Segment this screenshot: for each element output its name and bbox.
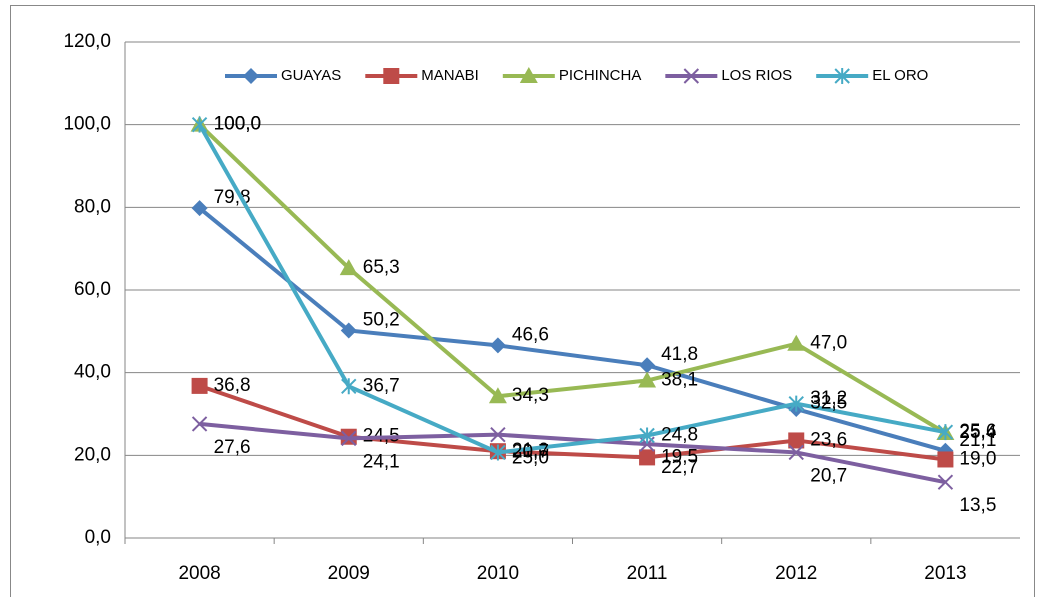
- data-label: 22,7: [661, 457, 698, 478]
- marker: [489, 337, 506, 354]
- legend-item: LOS RIOS: [665, 67, 792, 84]
- x-tick-label: 2008: [178, 563, 220, 584]
- series: 100,0 36,7 20,7 24,8 32,5 25,6: [191, 114, 996, 462]
- data-label: 25,0: [512, 448, 549, 469]
- marker: [191, 200, 208, 217]
- legend-label: PICHINCHA: [559, 67, 642, 84]
- data-label: 79,8: [214, 187, 251, 208]
- marker: [243, 68, 259, 84]
- data-label: 24,8: [661, 425, 698, 446]
- data-label: 19,0: [959, 448, 996, 469]
- y-tick-label: 40,0: [74, 362, 111, 383]
- marker: [937, 424, 954, 441]
- legend-label: EL ORO: [872, 67, 928, 84]
- data-label: 36,8: [214, 375, 251, 396]
- marker: [787, 334, 806, 351]
- data-label: 65,3: [363, 257, 400, 278]
- x-tick-label: 2011: [627, 563, 668, 584]
- data-label: 20,7: [810, 465, 847, 486]
- x-tick-label: 2010: [477, 563, 519, 584]
- data-label: 27,6: [214, 437, 251, 458]
- x-tick-label: 2012: [775, 563, 817, 584]
- legend-item: EL ORO: [816, 67, 928, 84]
- data-label: 24,1: [363, 451, 400, 472]
- series: 100,0 65,3 34,3 38,1 47,0 25,4: [190, 114, 997, 443]
- marker: [519, 67, 538, 83]
- marker: [339, 259, 358, 276]
- data-label: 25,6: [959, 421, 996, 442]
- data-label: 36,7: [363, 375, 400, 396]
- data-label: 19,5: [661, 446, 698, 467]
- marker: [490, 426, 506, 443]
- data-label: 50,2: [363, 310, 400, 331]
- marker: [488, 387, 507, 404]
- data-label: 47,0: [810, 333, 847, 354]
- data-label: 41,8: [661, 344, 698, 365]
- series-line: [197, 123, 946, 455]
- marker: [490, 444, 506, 461]
- data-label: 32,5: [810, 393, 847, 414]
- data-label: 100,0: [214, 114, 262, 135]
- legend-label: GUAYAS: [281, 67, 341, 84]
- y-tick-label: 80,0: [74, 196, 111, 217]
- y-tick-label: 100,0: [63, 114, 111, 135]
- marker: [638, 371, 657, 388]
- marker: [639, 427, 655, 444]
- x-tick-label: 2013: [924, 563, 966, 584]
- data-label: 31,2: [810, 388, 847, 409]
- marker: [341, 430, 357, 447]
- marker: [834, 68, 850, 84]
- marker: [191, 377, 208, 394]
- data-label: 13,5: [959, 495, 996, 516]
- marker: [191, 116, 208, 133]
- marker: [341, 378, 357, 395]
- chart-frame: [10, 5, 1035, 597]
- marker: [639, 449, 656, 466]
- y-tick-label: 120,0: [63, 31, 111, 52]
- marker: [788, 432, 805, 449]
- data-label: 100,0: [214, 114, 262, 135]
- legend-label: LOS RIOS: [721, 67, 792, 84]
- y-tick-label: 20,0: [74, 444, 111, 465]
- legend-item: MANABI: [365, 67, 479, 84]
- marker: [639, 357, 656, 374]
- series-line: [198, 383, 946, 462]
- marker: [340, 322, 357, 339]
- marker: [383, 68, 400, 84]
- series: 27,6 24,1 25,0 22,7 20,7 13,5: [191, 416, 996, 516]
- legend-item: GUAYAS: [225, 67, 341, 84]
- marker: [788, 444, 804, 461]
- marker: [683, 68, 700, 84]
- legend-label: MANABI: [421, 67, 479, 84]
- series-line: [198, 123, 947, 435]
- data-label: 23,6: [810, 429, 847, 450]
- data-label: 34,3: [512, 385, 549, 406]
- x-tick-label: 2009: [328, 563, 370, 584]
- marker: [937, 451, 954, 468]
- marker: [191, 416, 208, 432]
- series-line: [199, 421, 946, 485]
- marker: [788, 395, 804, 412]
- data-label: 25,4: [959, 422, 996, 443]
- y-tick-label: 60,0: [74, 279, 111, 300]
- series-line: [198, 206, 946, 453]
- data-label: 46,6: [512, 324, 549, 345]
- data-label: 20,7: [512, 441, 549, 462]
- data-label: 21,1: [959, 430, 996, 451]
- y-tick-label: 0,0: [85, 527, 111, 548]
- data-label: 38,1: [661, 370, 698, 391]
- legend-item: PICHINCHA: [502, 67, 642, 84]
- marker: [937, 474, 954, 490]
